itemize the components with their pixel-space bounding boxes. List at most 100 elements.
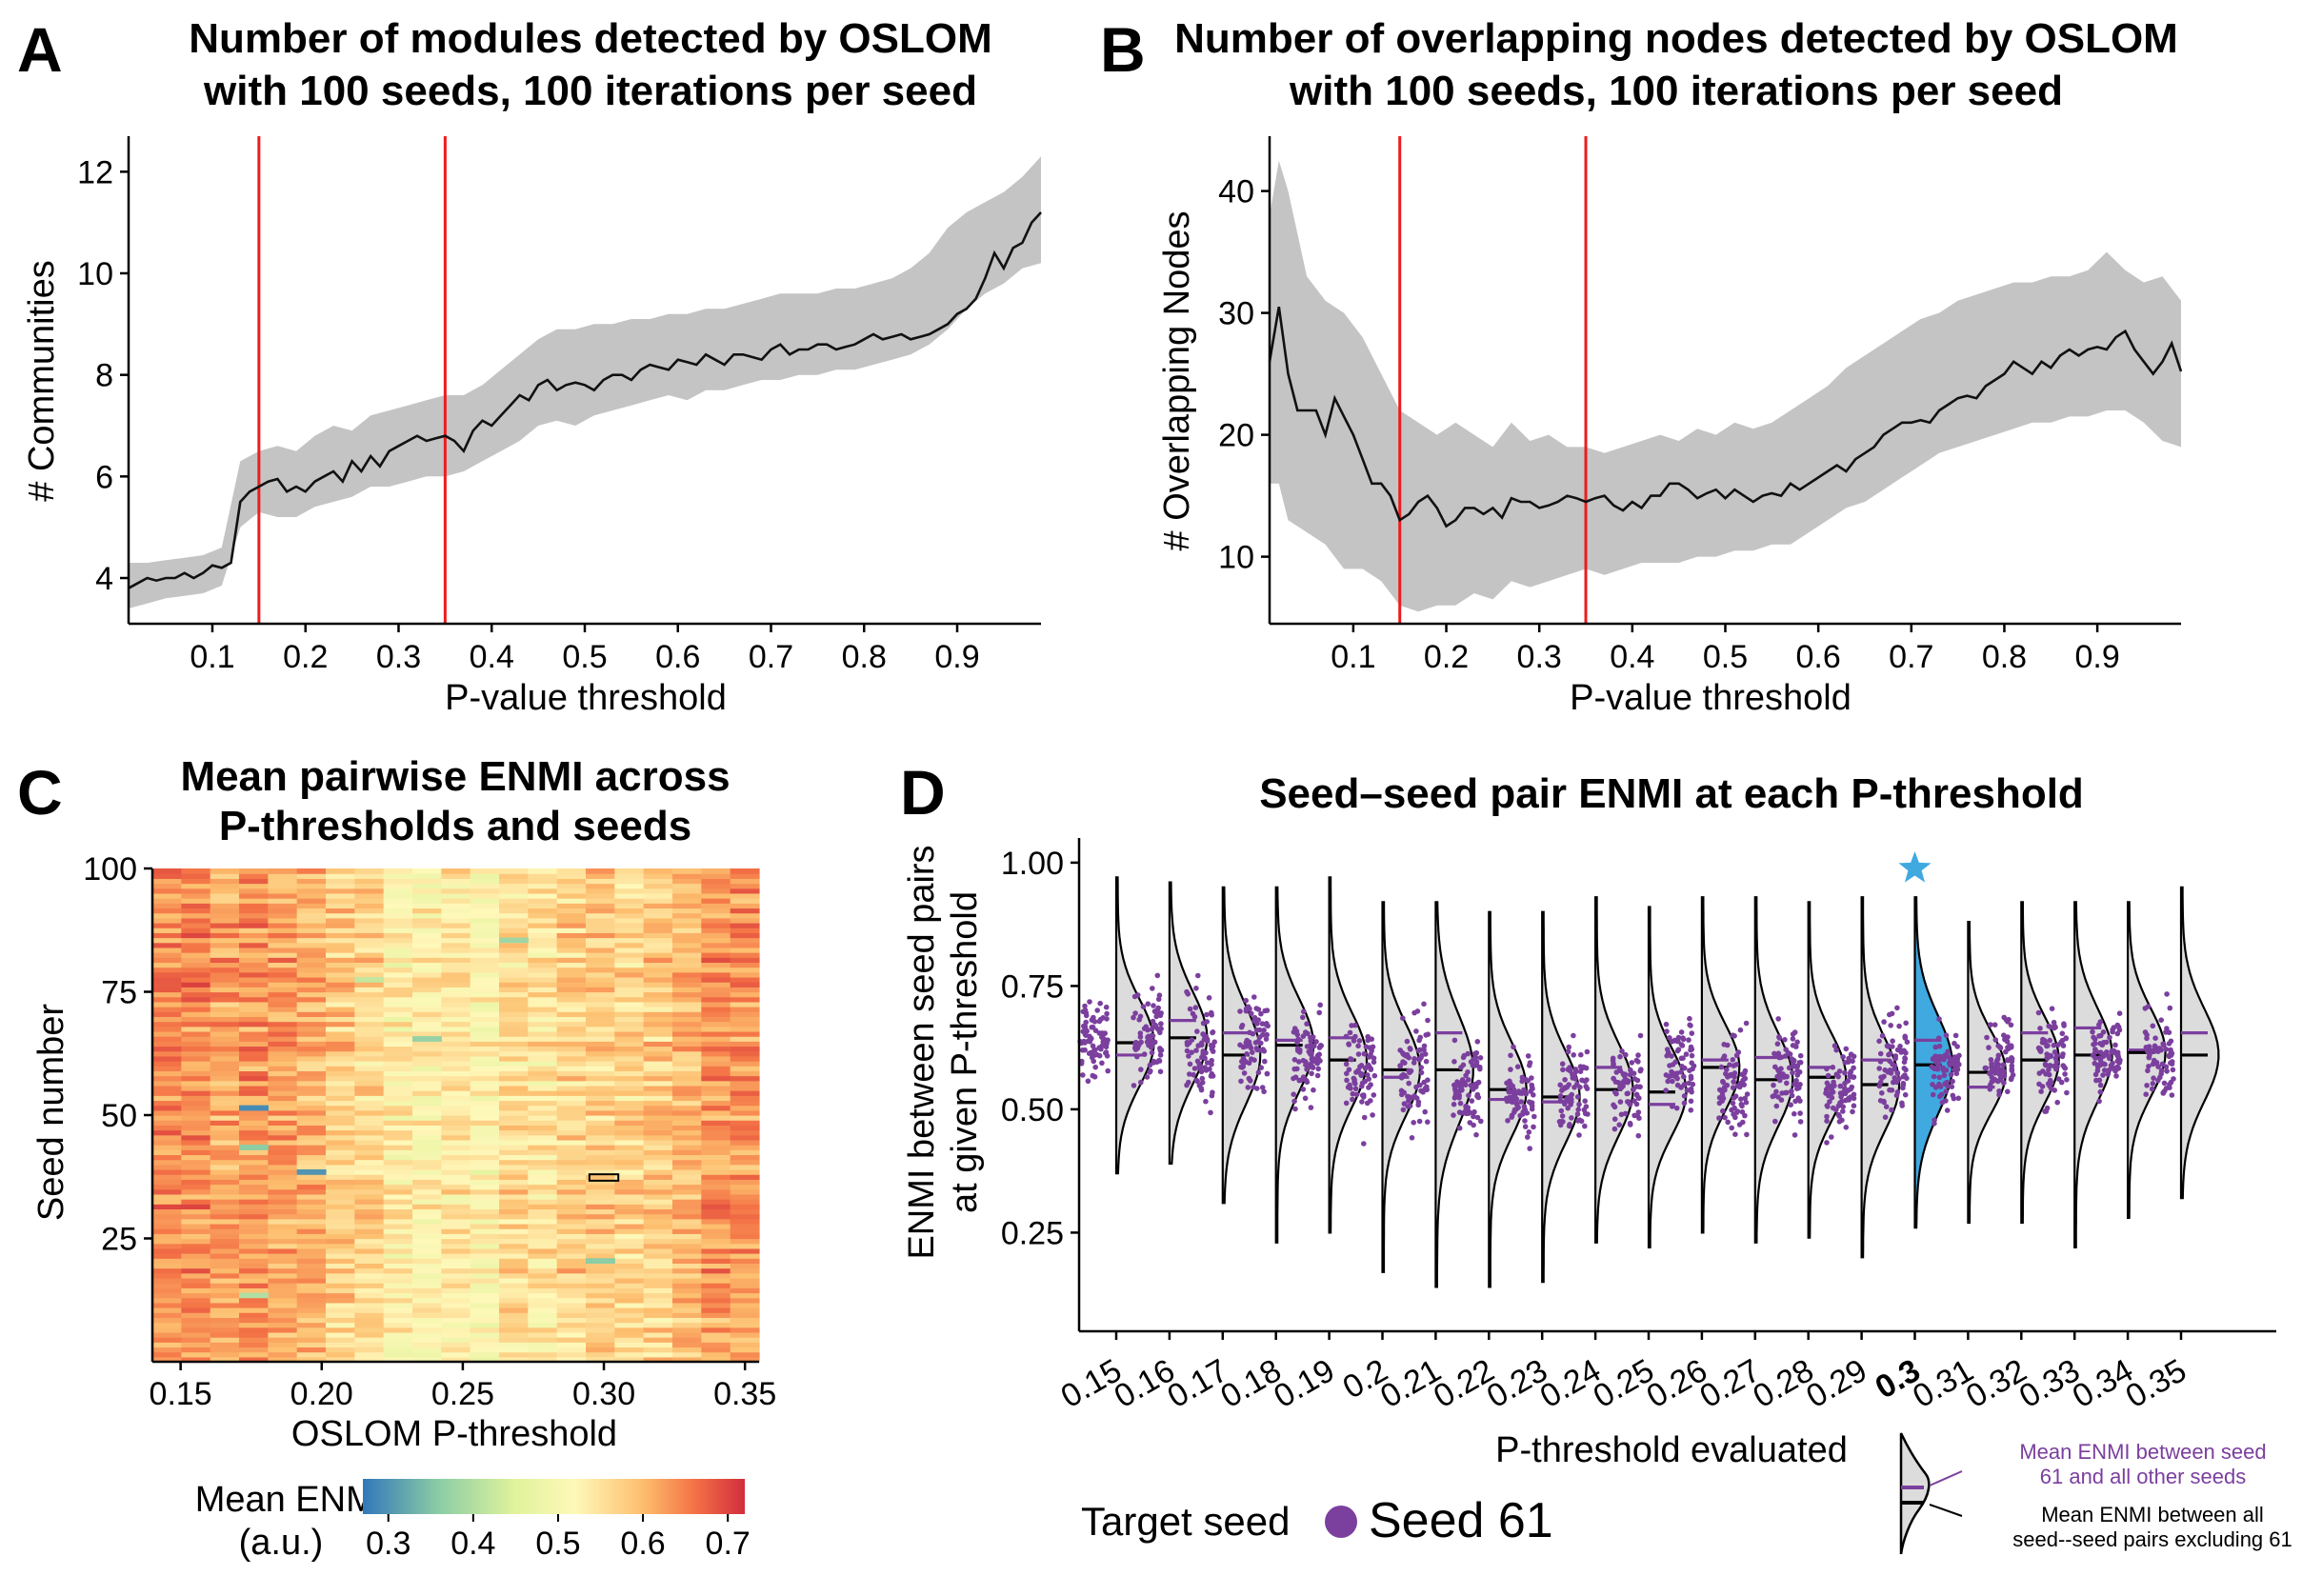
heatmap-cell [296, 967, 327, 973]
heatmap-cell [239, 1041, 269, 1047]
seed-point [1531, 1092, 1536, 1098]
heatmap-cell [326, 1342, 355, 1348]
heatmap-cell [296, 1061, 327, 1067]
heatmap-cell [499, 1100, 529, 1107]
heatmap-cell [268, 912, 298, 919]
heatmap-cell [470, 1026, 500, 1032]
seed-point [1669, 1068, 1674, 1075]
seed-point [1616, 1085, 1623, 1091]
heatmap-cell [326, 1337, 355, 1343]
heatmap-cell [412, 1007, 442, 1012]
seed-point [2101, 1067, 2108, 1073]
heatmap-cell [470, 1204, 500, 1210]
heatmap-cell [643, 1272, 673, 1279]
heatmap-cell [643, 1011, 673, 1017]
heatmap-cell [614, 1208, 645, 1215]
heatmap-cell [441, 1184, 471, 1190]
x-tick-label: 0.1 [190, 639, 234, 675]
heatmap-cell [210, 1036, 240, 1042]
seed-point [1842, 1080, 1848, 1087]
heatmap-cell [412, 1184, 442, 1190]
heatmap-cell [210, 1287, 240, 1294]
heatmap-cell [152, 1213, 182, 1220]
seed-point [2092, 1036, 2098, 1043]
seed-point [1784, 1080, 1790, 1087]
heatmap-cell [701, 1342, 731, 1348]
heatmap-cell [586, 1297, 615, 1304]
heatmap-cell [643, 1090, 673, 1096]
heatmap-cell [672, 1050, 702, 1057]
y-tick-label: 1.00 [1001, 846, 1064, 882]
seed-point [1401, 1101, 1408, 1107]
seed-point [1628, 1067, 1633, 1073]
heatmap-cell [499, 1233, 529, 1240]
heatmap-cell [701, 1095, 731, 1102]
heatmap-cell [296, 898, 327, 904]
heatmap-cell [383, 1228, 413, 1234]
heatmap-cell [239, 1016, 269, 1023]
heatmap-cell [586, 1188, 615, 1195]
heatmap-cell [210, 957, 240, 964]
heatmap-cell [412, 1016, 442, 1023]
seed-point [1469, 1098, 1475, 1104]
heatmap-cell [499, 1085, 529, 1091]
heatmap-cell [470, 1243, 500, 1249]
heatmap-cell [672, 1036, 702, 1042]
heatmap-cell [383, 1134, 413, 1141]
seed-point [1717, 1087, 1723, 1093]
heatmap-cell [239, 883, 269, 889]
heatmap-cell [470, 991, 500, 998]
seed-point [1556, 1119, 1563, 1125]
heatmap-cell [210, 1179, 240, 1186]
heatmap-cell [701, 1317, 731, 1324]
heatmap-cell [152, 1139, 182, 1146]
heatmap-cell [586, 1109, 615, 1116]
heatmap-cell [672, 1283, 702, 1288]
heatmap-cell [470, 1263, 500, 1269]
seed-point [1569, 1115, 1574, 1121]
seed-point [1936, 1093, 1943, 1100]
seed-point [1466, 1092, 1471, 1099]
seed-point [1631, 1098, 1637, 1104]
violin-0.34 [2127, 901, 2167, 1219]
heatmap-cell [556, 1351, 587, 1358]
x-tick-label: 0.19 [1268, 1352, 1340, 1415]
heatmap-cell [528, 1011, 558, 1017]
heatmap-cell [701, 1208, 731, 1215]
heatmap-cell [672, 1267, 702, 1274]
heatmap-cell [643, 1016, 673, 1023]
heatmap-cell [181, 1007, 211, 1012]
heatmap-cell [470, 1041, 500, 1047]
heatmap-cell [239, 932, 269, 939]
seed-point [1893, 1079, 1900, 1086]
heatmap-cell [210, 1154, 240, 1161]
heatmap-cell [701, 868, 731, 874]
seed-point [1992, 1022, 1998, 1027]
seed-point [1347, 1029, 1353, 1036]
heatmap-cell [643, 1292, 673, 1299]
seed-point [1777, 1077, 1783, 1084]
heatmap-cell [354, 868, 385, 874]
heatmap-cell [268, 888, 298, 894]
heatmap-cell [499, 1061, 529, 1067]
heatmap-cell [499, 1026, 529, 1032]
heatmap-cell [614, 1066, 645, 1071]
seed-point [1724, 1067, 1730, 1072]
seed-point [1137, 1034, 1144, 1040]
seed-point [1243, 1044, 1250, 1049]
seed-point [1158, 1021, 1164, 1027]
heatmap-cell [499, 1168, 529, 1175]
seed-point [1157, 1068, 1164, 1075]
x-tick-label: 0.2 [1424, 639, 1469, 675]
heatmap-cell [701, 1164, 731, 1170]
heatmap-cell [672, 1322, 702, 1328]
heatmap-cell [470, 937, 500, 944]
seed-point [1361, 1050, 1368, 1057]
heatmap-cell [672, 1331, 702, 1338]
heatmap-cell [152, 1030, 182, 1037]
seed-point [1574, 1081, 1580, 1087]
heatmap-cell [528, 976, 558, 983]
heatmap-cell [412, 1347, 442, 1353]
seed-point [1889, 1107, 1894, 1113]
heatmap-cell [528, 1016, 558, 1023]
